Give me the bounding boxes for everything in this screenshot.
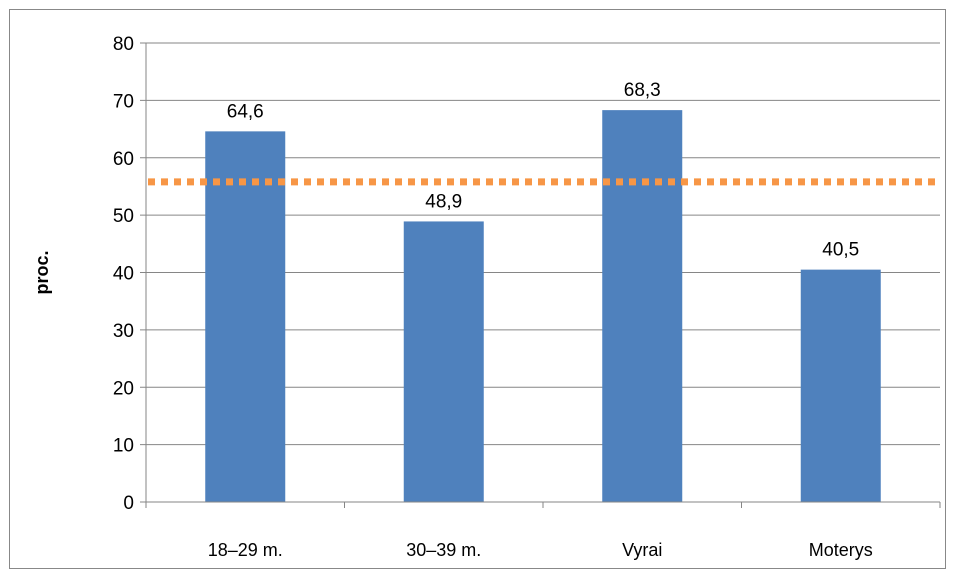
y-tick-label: 30 bbox=[113, 321, 134, 342]
y-tick-label: 10 bbox=[113, 436, 134, 457]
axes bbox=[140, 42, 941, 508]
data-label: 40,5 bbox=[822, 240, 859, 261]
data-label: 48,9 bbox=[425, 191, 462, 212]
bars bbox=[205, 110, 881, 503]
bar bbox=[205, 131, 286, 503]
x-category-label: 30–39 m. bbox=[406, 540, 481, 560]
bar bbox=[602, 110, 683, 502]
bar bbox=[800, 269, 881, 502]
y-tick-label: 50 bbox=[113, 206, 134, 227]
y-axis-title: proc. bbox=[32, 250, 52, 294]
y-tick-label: 80 bbox=[113, 34, 134, 55]
y-tick-label: 40 bbox=[113, 264, 134, 285]
x-category-label: Moterys bbox=[809, 540, 873, 560]
x-category-labels: 18–29 m. 30–39 m. Vyrai Moterys bbox=[208, 540, 873, 560]
data-labels: 64,6 48,9 68,3 40,5 bbox=[227, 80, 859, 261]
x-category-label: Vyrai bbox=[622, 540, 662, 560]
y-tick-label: 60 bbox=[113, 149, 134, 170]
data-label: 68,3 bbox=[624, 80, 661, 101]
y-tick-label: 70 bbox=[113, 91, 134, 112]
y-tick-label: 0 bbox=[123, 493, 134, 514]
x-category-label: 18–29 m. bbox=[208, 540, 283, 560]
y-tick-labels: 0 10 20 30 40 50 60 70 80 bbox=[113, 34, 134, 514]
y-tick-label: 20 bbox=[113, 378, 134, 399]
data-label: 64,6 bbox=[227, 101, 264, 122]
bar bbox=[403, 221, 484, 502]
